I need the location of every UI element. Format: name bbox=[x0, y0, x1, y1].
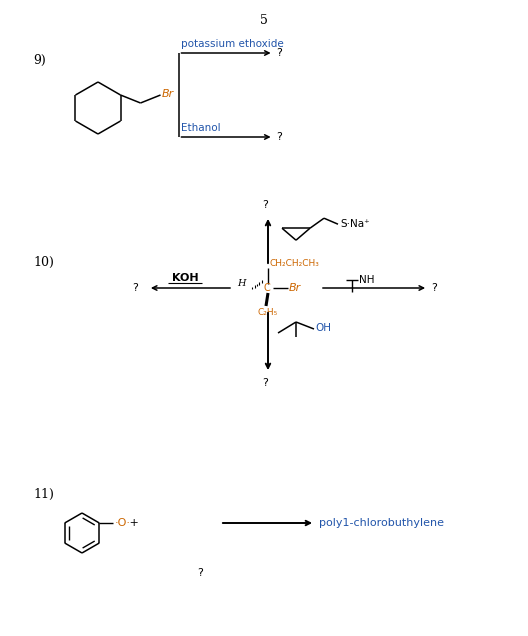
Text: C₂H₅: C₂H₅ bbox=[258, 308, 278, 317]
Text: CH₂CH₂CH₃: CH₂CH₂CH₃ bbox=[270, 259, 320, 268]
Text: ?: ? bbox=[277, 48, 282, 58]
Text: ?: ? bbox=[262, 200, 268, 210]
Text: poly1-chlorobuthylene: poly1-chlorobuthylene bbox=[319, 518, 444, 528]
Text: 5: 5 bbox=[260, 14, 268, 27]
Text: H: H bbox=[238, 279, 246, 289]
Text: KOH: KOH bbox=[172, 273, 199, 283]
Text: ?: ? bbox=[431, 283, 437, 293]
Text: ?: ? bbox=[197, 568, 203, 578]
Text: 10): 10) bbox=[33, 256, 54, 269]
Text: 9): 9) bbox=[33, 54, 46, 67]
Text: C: C bbox=[263, 283, 270, 293]
Text: ?: ? bbox=[262, 378, 268, 388]
Text: Br: Br bbox=[162, 89, 174, 99]
Text: Br: Br bbox=[289, 283, 301, 293]
Text: ·O·: ·O· bbox=[115, 518, 130, 528]
Text: 11): 11) bbox=[33, 488, 54, 501]
Text: OH: OH bbox=[315, 323, 331, 333]
Text: NH: NH bbox=[359, 275, 374, 285]
Text: potassium ethoxide: potassium ethoxide bbox=[181, 39, 283, 49]
Text: +: + bbox=[126, 518, 139, 528]
Text: Ethanol: Ethanol bbox=[181, 123, 220, 133]
Text: S·Na⁺: S·Na⁺ bbox=[340, 219, 370, 229]
Text: ?: ? bbox=[277, 132, 282, 142]
Text: ?: ? bbox=[132, 283, 138, 293]
